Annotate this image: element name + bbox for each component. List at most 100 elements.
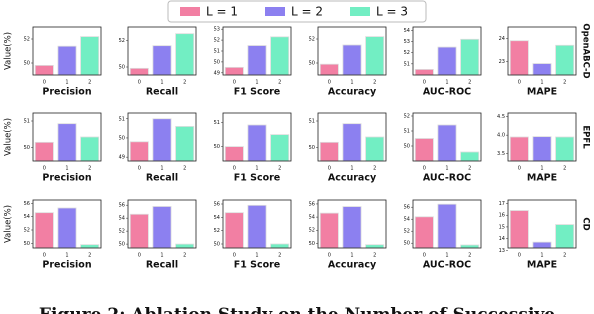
bar bbox=[34, 65, 54, 76]
legend-swatch bbox=[350, 7, 370, 16]
y-axis-label: Value(%) bbox=[4, 32, 14, 70]
x-tick-label: 2 bbox=[278, 80, 281, 86]
y-tick-label: 51 bbox=[214, 49, 220, 55]
x-axis-label: MAPE bbox=[527, 87, 557, 98]
bar bbox=[460, 38, 480, 76]
bar bbox=[270, 36, 290, 76]
x-tick-label: 2 bbox=[183, 253, 186, 259]
plot-frame bbox=[222, 26, 292, 76]
y-tick-label: 52 bbox=[404, 114, 410, 120]
bar bbox=[437, 46, 457, 76]
y-tick-label: 51 bbox=[24, 119, 30, 125]
bar bbox=[460, 151, 480, 162]
plot-frame bbox=[507, 199, 577, 249]
bar bbox=[247, 204, 267, 249]
bar bbox=[224, 146, 244, 162]
bar bbox=[270, 243, 290, 249]
y-tick-label: 49 bbox=[119, 155, 125, 161]
bar bbox=[342, 206, 362, 249]
y-tick-label: 51 bbox=[214, 120, 220, 126]
x-axis-label: Precision bbox=[42, 260, 91, 271]
x-tick-label: 1 bbox=[65, 80, 68, 86]
y-tick-label: 52 bbox=[119, 38, 125, 44]
x-axis-label: MAPE bbox=[527, 260, 557, 271]
x-tick-label: 2 bbox=[88, 80, 91, 86]
y-tick-label: 52 bbox=[309, 37, 315, 43]
y-tick-label: 17 bbox=[499, 201, 505, 207]
bar bbox=[152, 118, 172, 162]
x-tick-label: 0 bbox=[43, 80, 46, 86]
y-tick-label: 50 bbox=[119, 65, 125, 71]
x-tick-label: 1 bbox=[65, 166, 68, 172]
x-axis-label: Precision bbox=[42, 87, 91, 98]
plot-frame bbox=[222, 112, 292, 162]
bar bbox=[34, 212, 54, 249]
x-tick-label: 0 bbox=[43, 253, 46, 259]
bar bbox=[555, 224, 575, 249]
y-tick-label: 56 bbox=[24, 201, 30, 207]
bar bbox=[57, 207, 77, 249]
bar bbox=[365, 36, 385, 76]
y-tick-label: 53 bbox=[214, 27, 220, 33]
x-tick-label: 1 bbox=[445, 80, 448, 86]
bar bbox=[270, 134, 290, 162]
y-tick-label: 50 bbox=[214, 144, 220, 150]
x-tick-label: 1 bbox=[540, 80, 543, 86]
x-tick-label: 0 bbox=[138, 80, 141, 86]
bar bbox=[555, 44, 575, 76]
x-axis-label: Recall bbox=[146, 260, 178, 271]
y-tick-label: 50 bbox=[309, 61, 315, 67]
y-tick-label: 56 bbox=[309, 201, 315, 207]
bar bbox=[414, 138, 434, 162]
x-tick-label: 0 bbox=[138, 253, 141, 259]
y-tick-label: 50 bbox=[404, 241, 410, 247]
row-label: EPFL bbox=[581, 125, 591, 149]
y-tick-label: 56 bbox=[404, 205, 410, 211]
plot-frame bbox=[412, 26, 482, 76]
x-tick-label: 0 bbox=[138, 166, 141, 172]
y-tick-label: 50 bbox=[309, 145, 315, 151]
bar bbox=[437, 124, 457, 162]
y-axis-label: Value(%) bbox=[4, 118, 14, 156]
y-tick-label: 54 bbox=[404, 28, 410, 34]
x-tick-label: 0 bbox=[328, 166, 331, 172]
y-tick-label: 24 bbox=[499, 36, 505, 42]
x-tick-label: 2 bbox=[183, 80, 186, 86]
x-axis-label: Recall bbox=[146, 173, 178, 184]
bar bbox=[80, 36, 100, 76]
y-tick-label: 52 bbox=[119, 229, 125, 235]
x-tick-label: 0 bbox=[328, 80, 331, 86]
bar bbox=[342, 123, 362, 162]
x-tick-label: 1 bbox=[540, 166, 543, 172]
x-axis-label: F1 Score bbox=[234, 87, 281, 98]
x-tick-label: 2 bbox=[88, 253, 91, 259]
bar bbox=[80, 244, 100, 249]
bar bbox=[129, 141, 149, 162]
y-tick-label: 54 bbox=[214, 215, 220, 221]
bar bbox=[532, 63, 552, 76]
y-tick-label: 51 bbox=[404, 129, 410, 135]
y-tick-label: 54 bbox=[119, 216, 125, 222]
y-tick-label: 52 bbox=[404, 229, 410, 235]
bar bbox=[460, 244, 480, 249]
x-tick-label: 2 bbox=[278, 166, 281, 172]
y-tick-label: 51 bbox=[309, 119, 315, 125]
plot-frame bbox=[317, 199, 387, 249]
bar bbox=[175, 243, 195, 249]
x-tick-label: 2 bbox=[563, 80, 566, 86]
bar bbox=[365, 244, 385, 249]
x-tick-label: 1 bbox=[255, 166, 258, 172]
legend-label: L = 1 bbox=[206, 5, 238, 19]
plot-frame bbox=[127, 199, 197, 249]
x-tick-label: 0 bbox=[518, 80, 521, 86]
x-tick-label: 2 bbox=[468, 166, 471, 172]
caption: Figure 2: Ablation Study on the Number o… bbox=[39, 305, 555, 314]
y-tick-label: 50 bbox=[214, 242, 220, 248]
bar bbox=[34, 141, 54, 162]
x-axis-label: AUC-ROC bbox=[423, 260, 471, 271]
x-axis-label: Recall bbox=[146, 87, 178, 98]
x-tick-label: 1 bbox=[445, 253, 448, 259]
bar bbox=[555, 136, 575, 162]
y-tick-label: 50 bbox=[309, 241, 315, 247]
